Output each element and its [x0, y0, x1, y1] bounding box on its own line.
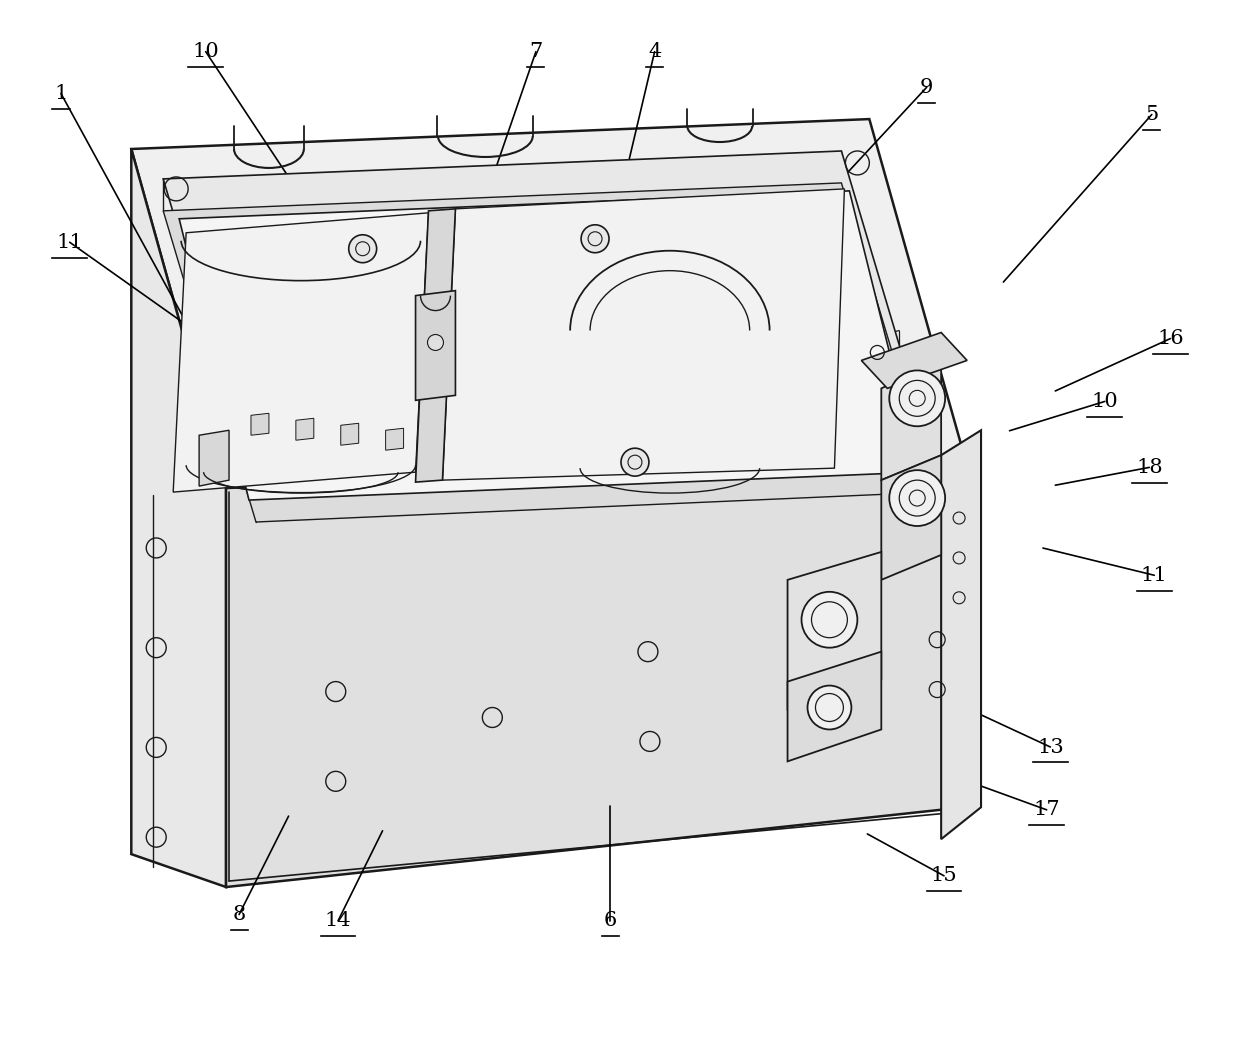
- Text: 16: 16: [1157, 329, 1184, 349]
- Polygon shape: [200, 430, 229, 486]
- Polygon shape: [164, 183, 934, 522]
- Text: 15: 15: [931, 866, 957, 885]
- Text: 11: 11: [1141, 566, 1168, 585]
- Polygon shape: [415, 209, 455, 482]
- Polygon shape: [787, 552, 882, 710]
- Polygon shape: [131, 149, 226, 887]
- Polygon shape: [250, 414, 269, 436]
- Polygon shape: [941, 430, 981, 839]
- Circle shape: [889, 470, 945, 526]
- Text: 8: 8: [232, 905, 246, 924]
- Text: 1: 1: [55, 84, 68, 103]
- Circle shape: [807, 686, 852, 730]
- Circle shape: [428, 335, 444, 351]
- Polygon shape: [174, 213, 429, 492]
- Polygon shape: [386, 428, 403, 450]
- Polygon shape: [341, 423, 358, 445]
- Text: 6: 6: [604, 911, 616, 930]
- Polygon shape: [164, 151, 934, 492]
- Polygon shape: [179, 191, 919, 500]
- Polygon shape: [296, 418, 314, 440]
- Text: 4: 4: [649, 42, 661, 61]
- Text: 14: 14: [325, 911, 351, 930]
- Circle shape: [348, 235, 377, 262]
- Circle shape: [621, 448, 649, 476]
- Polygon shape: [443, 189, 844, 480]
- Circle shape: [889, 371, 945, 426]
- Polygon shape: [882, 456, 941, 580]
- Circle shape: [801, 592, 857, 648]
- Text: 10: 10: [192, 42, 219, 61]
- Text: 17: 17: [1033, 800, 1060, 819]
- Text: 5: 5: [1146, 105, 1158, 124]
- Polygon shape: [882, 360, 941, 480]
- Polygon shape: [131, 119, 963, 488]
- Polygon shape: [226, 456, 963, 887]
- Circle shape: [582, 225, 609, 253]
- Text: 18: 18: [1136, 458, 1163, 477]
- Polygon shape: [415, 291, 455, 400]
- Text: 13: 13: [1037, 737, 1064, 756]
- Text: 10: 10: [1091, 392, 1118, 411]
- Polygon shape: [862, 333, 967, 388]
- Polygon shape: [787, 652, 882, 761]
- Text: 11: 11: [56, 233, 83, 252]
- Text: 7: 7: [529, 42, 543, 61]
- Text: 9: 9: [920, 78, 934, 97]
